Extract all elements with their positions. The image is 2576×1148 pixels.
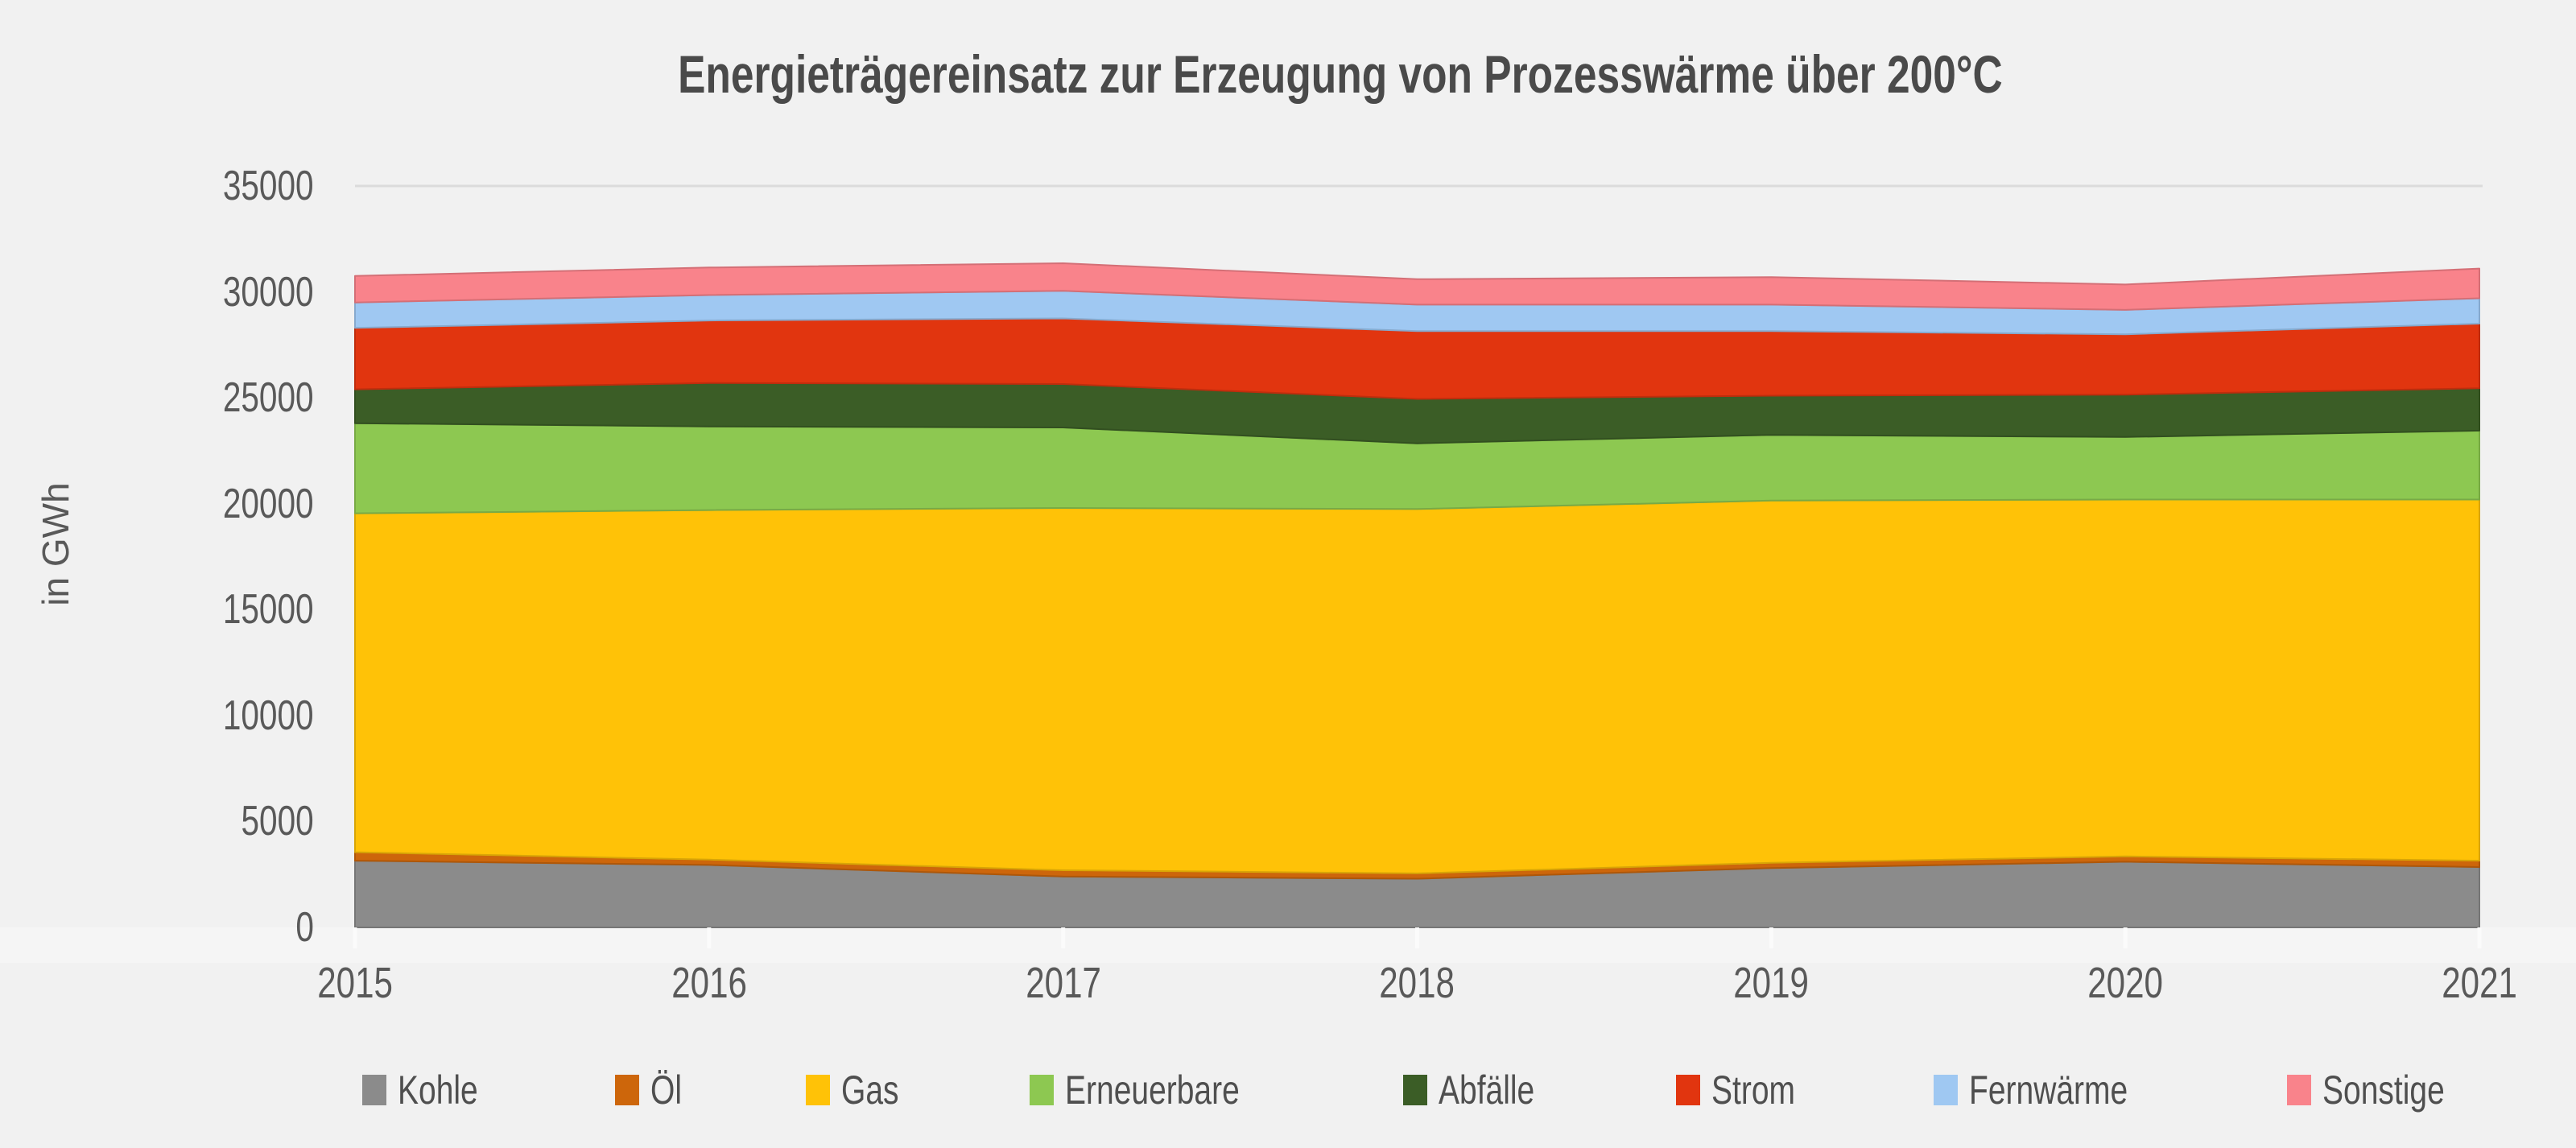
legend-label: Sonstige xyxy=(2322,1067,2446,1113)
y-tick-label-25000: 25000 xyxy=(223,374,314,422)
legend-item-gas: Gas xyxy=(805,1067,915,1113)
y-tick-label-0: 0 xyxy=(295,904,314,951)
legend-swatch xyxy=(1934,1075,1959,1105)
legend-swatch xyxy=(1029,1075,1054,1105)
y-tick-label-30000: 30000 xyxy=(223,268,314,316)
legend-item-erneuerbare: Erneuerbare xyxy=(1029,1067,1289,1113)
chart-title: Energieträgereinsatz zur Erzeugung von P… xyxy=(0,43,2576,105)
x-tick-label-2017: 2017 xyxy=(1025,959,1101,1007)
legend-label: Kohle xyxy=(398,1067,478,1113)
legend-swatch xyxy=(805,1075,830,1105)
legend-label: Erneuerbare xyxy=(1064,1067,1240,1113)
legend-item-sonstige: Sonstige xyxy=(2287,1067,2479,1113)
y-tick-label-20000: 20000 xyxy=(223,480,314,527)
axis-strip xyxy=(0,927,2576,963)
legend-label: Abfälle xyxy=(1439,1067,1535,1113)
x-tick-label-2019: 2019 xyxy=(1733,959,1810,1007)
y-tick-label-10000: 10000 xyxy=(223,692,314,739)
legend-swatch xyxy=(362,1075,386,1105)
legend-item-kohle: Kohle xyxy=(362,1067,501,1113)
y-tick-label-35000: 35000 xyxy=(223,163,314,209)
legend-item-abflle: Abfälle xyxy=(1403,1067,1562,1113)
x-tick-label-2020: 2020 xyxy=(2087,959,2164,1007)
area-gas xyxy=(354,498,2480,874)
legend-label: Strom xyxy=(1711,1067,1796,1113)
legend-label: Öl xyxy=(650,1067,683,1113)
area-sonstige xyxy=(354,262,2480,311)
x-tick-label-2016: 2016 xyxy=(671,959,747,1007)
legend-item-l: Öl xyxy=(615,1067,691,1113)
legend-swatch xyxy=(2287,1075,2312,1105)
legend: Kohle Öl Gas Erneuerbare Abfälle Strom Fernwär… xyxy=(362,1064,2479,1116)
legend-label: Gas xyxy=(840,1067,899,1113)
x-tick-label-2015: 2015 xyxy=(317,959,393,1007)
legend-label: Fernwärme xyxy=(1969,1067,2128,1113)
x-tick-label-2018: 2018 xyxy=(1379,959,1455,1007)
x-tick-label-2021: 2021 xyxy=(2442,959,2517,1007)
legend-item-fernwrme: Fernwärme xyxy=(1934,1067,2173,1113)
legend-swatch xyxy=(615,1075,640,1105)
legend-swatch xyxy=(1403,1075,1428,1105)
y-tick-label-5000: 5000 xyxy=(241,798,314,845)
legend-item-strom: Strom xyxy=(1676,1067,1818,1113)
y-tick-label-15000: 15000 xyxy=(223,586,314,634)
chart-title-text: Energieträgereinsatz zur Erzeugung von P… xyxy=(678,44,2003,104)
legend-swatch xyxy=(1676,1075,1701,1105)
